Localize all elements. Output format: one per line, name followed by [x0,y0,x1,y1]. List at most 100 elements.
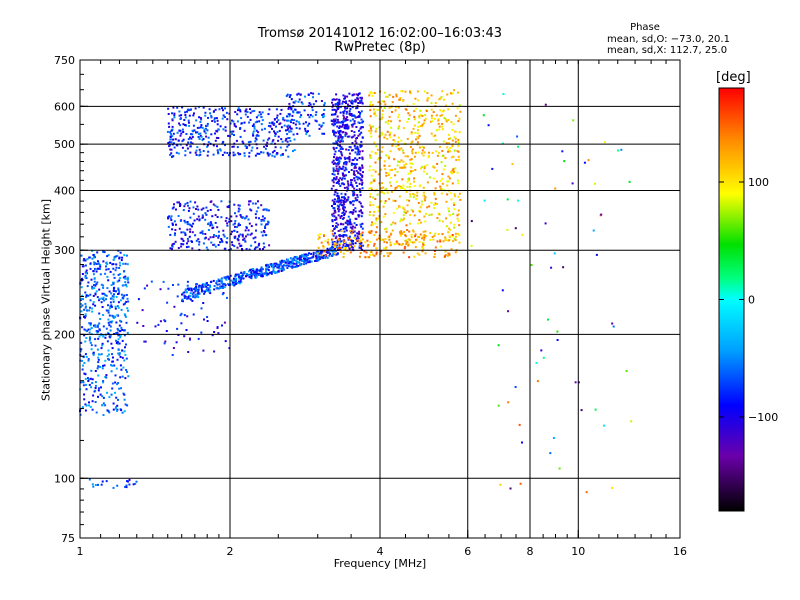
data-point [305,131,308,133]
data-point [502,93,505,95]
data-point [188,297,191,300]
data-point [189,216,192,219]
data-point [268,108,271,111]
data-point [179,314,182,317]
data-point [454,232,457,235]
data-point [200,307,203,310]
data-point [289,119,292,122]
data-point [170,152,173,155]
data-point [216,226,219,229]
data-point [349,119,352,122]
data-point [404,155,407,158]
data-point [126,404,129,407]
data-point [255,210,258,213]
data-point [115,266,118,269]
data-point [170,215,173,218]
data-point [556,330,559,333]
data-point [187,296,190,298]
data-point [169,136,172,139]
data-point [341,123,344,126]
data-point [92,254,95,256]
data-point [188,207,191,210]
data-point [225,217,228,220]
data-point [348,171,350,173]
data-point [271,127,273,130]
data-point [421,250,424,253]
data-point [320,255,323,258]
data-point [256,120,259,123]
data-point [337,137,340,140]
data-point [379,102,382,105]
data-point [430,120,432,123]
data-point [449,150,452,153]
data-point [293,119,296,122]
data-point [444,164,447,167]
data-point [380,252,382,255]
data-point [369,127,372,130]
data-point [287,260,289,263]
data-point [348,112,351,115]
data-point [85,355,88,358]
data-point [361,164,364,167]
data-point [417,141,419,144]
data-point [115,406,117,409]
data-point [114,315,117,318]
data-point [89,262,92,265]
data-point [352,135,355,138]
data-point [272,265,275,268]
data-point [429,232,432,234]
data-point [383,107,386,110]
data-point [296,257,299,260]
data-point [334,118,337,121]
data-point [186,287,189,290]
data-point [399,231,401,234]
data-point [324,240,327,243]
data-point [404,90,407,93]
data-point [93,256,96,259]
data-point [185,329,188,331]
data-point [112,486,115,489]
data-point [110,304,113,307]
data-point [248,222,251,225]
data-point [413,177,416,180]
data-point [94,484,97,486]
data-point [179,203,182,206]
data-point [267,154,270,157]
data-point [331,173,334,175]
data-point [266,268,269,271]
data-point [620,148,623,151]
data-point [347,103,349,106]
data-point [102,286,105,289]
data-point [345,117,347,120]
data-point [592,229,595,232]
data-point [594,182,596,185]
data-point [254,137,257,140]
data-point [207,238,210,241]
data-point [268,266,271,269]
data-point [195,149,198,152]
data-point [334,244,337,246]
data-point [331,241,334,244]
data-point [108,411,111,414]
data-point [285,264,288,267]
y-tick-label: 75 [61,532,75,545]
data-point [361,212,364,215]
data-point [332,130,334,133]
data-point [441,122,444,125]
data-point [385,230,388,233]
data-point [430,201,433,204]
data-point [307,253,309,256]
data-point [97,260,99,263]
data-point [355,169,358,172]
data-point [398,243,401,246]
data-point [196,290,199,293]
data-point [173,234,176,237]
data-point [339,157,342,160]
data-point [82,364,84,367]
data-point [352,158,355,161]
data-point [113,257,116,260]
data-point [291,266,294,269]
data-point [89,324,92,327]
data-point [335,110,338,113]
data-point [167,142,170,144]
